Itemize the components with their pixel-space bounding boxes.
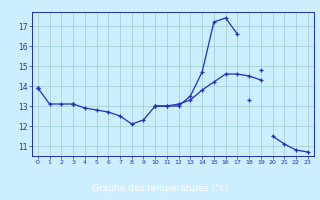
Text: Graphe des températures (°c): Graphe des températures (°c): [92, 184, 228, 193]
